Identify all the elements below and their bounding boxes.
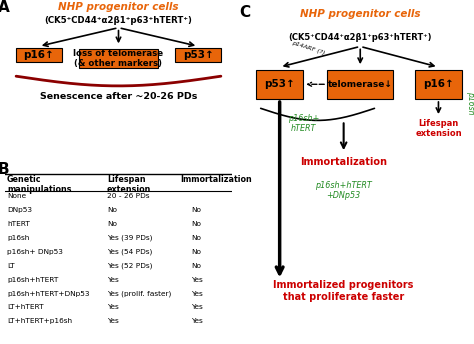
FancyBboxPatch shape xyxy=(256,70,303,99)
Text: NHP progenitor cells: NHP progenitor cells xyxy=(58,2,179,12)
FancyBboxPatch shape xyxy=(175,48,221,63)
Text: LT: LT xyxy=(7,262,15,269)
Text: C: C xyxy=(239,5,250,20)
Text: A: A xyxy=(0,0,9,15)
Text: p14ARF (?): p14ARF (?) xyxy=(291,41,325,56)
Text: Yes: Yes xyxy=(107,277,119,282)
Text: p16↑: p16↑ xyxy=(423,79,454,89)
Text: LT+hTERT: LT+hTERT xyxy=(7,304,44,311)
Text: Yes: Yes xyxy=(191,304,203,311)
Text: Senescence after ~20-26 PDs: Senescence after ~20-26 PDs xyxy=(40,92,197,101)
Text: No: No xyxy=(107,221,117,227)
Text: No: No xyxy=(191,235,201,241)
Text: loss of telomerase
(& other markers): loss of telomerase (& other markers) xyxy=(73,49,164,68)
Text: Lifespan
extension: Lifespan extension xyxy=(107,175,152,194)
Text: Yes (prolif. faster): Yes (prolif. faster) xyxy=(107,291,172,297)
Text: LT+hTERT+p16sh: LT+hTERT+p16sh xyxy=(7,319,72,324)
Text: Yes (39 PDs): Yes (39 PDs) xyxy=(107,235,153,241)
Text: Immortalization: Immortalization xyxy=(300,157,387,166)
FancyBboxPatch shape xyxy=(415,70,462,99)
Text: p16↑: p16↑ xyxy=(24,50,54,60)
Text: Immortalized progenitors
that proliferate faster: Immortalized progenitors that proliferat… xyxy=(273,280,414,302)
Text: p53↑: p53↑ xyxy=(183,50,213,60)
Text: No: No xyxy=(191,221,201,227)
Text: No: No xyxy=(107,207,117,213)
Text: Immortalization: Immortalization xyxy=(180,175,252,184)
Text: Yes: Yes xyxy=(107,319,119,324)
Text: Yes: Yes xyxy=(107,304,119,311)
Text: telomerase↓: telomerase↓ xyxy=(328,80,392,89)
Text: No: No xyxy=(191,262,201,269)
Text: Yes (54 PDs): Yes (54 PDs) xyxy=(107,249,153,255)
Text: Yes: Yes xyxy=(191,319,203,324)
Text: NHP progenitor cells: NHP progenitor cells xyxy=(300,9,420,19)
Text: p16sh+hTERT
+DNp53: p16sh+hTERT +DNp53 xyxy=(315,181,372,200)
Text: 20 - 26 PDs: 20 - 26 PDs xyxy=(107,193,150,199)
Text: Lifespan
extension: Lifespan extension xyxy=(415,119,462,138)
Text: p53↑: p53↑ xyxy=(264,79,295,89)
Text: p16sh+hTERT: p16sh+hTERT xyxy=(7,277,58,282)
Text: Yes: Yes xyxy=(191,277,203,282)
Text: Yes: Yes xyxy=(191,291,203,297)
FancyBboxPatch shape xyxy=(327,70,393,99)
Text: p16sh: p16sh xyxy=(7,235,29,241)
Text: (CK5⁺CD44⁺α2β1⁺p63⁺hTERT⁺): (CK5⁺CD44⁺α2β1⁺p63⁺hTERT⁺) xyxy=(289,33,432,42)
Text: No: No xyxy=(191,207,201,213)
Text: (CK5⁺CD44⁺α2β1⁺p63⁺hTERT⁺): (CK5⁺CD44⁺α2β1⁺p63⁺hTERT⁺) xyxy=(45,17,192,25)
Text: DNp53: DNp53 xyxy=(7,207,32,213)
Text: p16sh+hTERT+DNp53: p16sh+hTERT+DNp53 xyxy=(7,291,90,297)
Text: p16sh+ DNp53: p16sh+ DNp53 xyxy=(7,249,63,255)
Text: No: No xyxy=(191,249,201,255)
Text: p16sh: p16sh xyxy=(465,91,474,115)
Text: B: B xyxy=(0,162,9,176)
Text: Yes (52 PDs): Yes (52 PDs) xyxy=(107,262,153,269)
Text: None: None xyxy=(7,193,26,199)
Text: p16sh+
hTERT: p16sh+ hTERT xyxy=(288,114,319,133)
Text: hTERT: hTERT xyxy=(7,221,30,227)
Text: Genetic
manipulations: Genetic manipulations xyxy=(7,175,72,194)
FancyBboxPatch shape xyxy=(79,49,158,68)
FancyBboxPatch shape xyxy=(16,48,62,63)
